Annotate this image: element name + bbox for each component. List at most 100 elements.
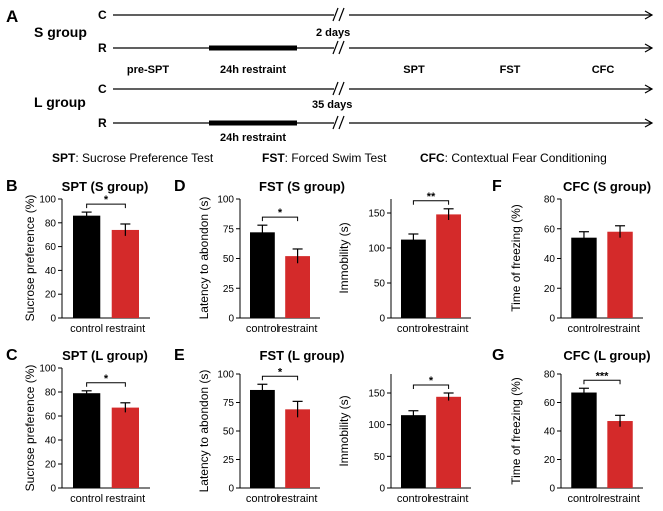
- y-tick-label: 40: [45, 266, 57, 277]
- l-group-label: L group: [34, 94, 86, 110]
- significance-bracket: [86, 382, 126, 387]
- x-tick-label-restraint: restraint: [278, 493, 318, 505]
- y-tick-label: 0: [549, 314, 555, 325]
- chart-title: FST (L group): [260, 348, 345, 363]
- s-restraint-bar: [209, 45, 297, 51]
- y-tick-label: 60: [544, 224, 556, 235]
- chart-fst-latency-l-group: E FST (L group) Latency to abondon (s) 0 25 5…: [174, 347, 344, 505]
- test-spt-label: SPT: [403, 64, 425, 76]
- y-tick-label: 40: [544, 254, 556, 265]
- y-tick-label: 50: [374, 279, 386, 290]
- bar-control: [401, 239, 426, 318]
- panel-label-c: C: [6, 347, 18, 364]
- l-timeline: [113, 81, 654, 130]
- bar-restraint: [111, 229, 139, 318]
- y-axis-label: Immobility (s): [337, 395, 351, 466]
- y-tick-label: 0: [228, 484, 234, 495]
- test-fst-label: FST: [500, 64, 521, 76]
- bar-control: [401, 415, 426, 488]
- bar-control: [73, 393, 101, 488]
- y-tick-label: 80: [45, 388, 57, 399]
- l-row-c-label: C: [98, 82, 107, 96]
- bar-restraint: [285, 256, 310, 318]
- y-tick-label: 25: [223, 284, 235, 295]
- y-tick-label: 100: [39, 195, 56, 206]
- significance-bracket: [583, 379, 621, 385]
- significance-marker: *: [278, 207, 283, 219]
- legend-fst-abbr: FST: [262, 151, 285, 165]
- y-tick-label: 0: [549, 484, 555, 495]
- abbreviation-legend: SPT: Sucrose Preference Test FST: Forced…: [52, 151, 607, 165]
- y-tick-label: 150: [368, 209, 385, 220]
- test-cfc-label: CFC: [592, 64, 615, 76]
- bar-restraint: [607, 231, 633, 318]
- chart-spt-l-group: C SPT (L group) Sucrose preference (%) 0 20 4…: [6, 347, 150, 505]
- y-axis-label: Sucrose preference (%): [23, 365, 37, 492]
- chart-spt-s-group: B SPT (S group) Sucrose preference (%) 0 20 4…: [6, 178, 150, 335]
- bar-control: [571, 392, 597, 488]
- chart-title: CFC (S group): [563, 179, 651, 194]
- y-tick-label: 150: [368, 389, 385, 400]
- y-tick-label: 80: [544, 195, 556, 206]
- x-tick-label-restraint: restraint: [278, 323, 318, 335]
- y-tick-label: 20: [544, 284, 556, 295]
- y-axis-label: Latency to abondon (s): [197, 197, 211, 320]
- panel-label-b: B: [6, 178, 18, 195]
- chart-title: SPT (S group): [62, 179, 149, 194]
- x-tick-label-control: control: [567, 493, 600, 505]
- legend-cfc-text: : Contextual Fear Conditioning: [445, 151, 607, 165]
- x-tick-label-restraint: restraint: [600, 323, 640, 335]
- y-tick-label: 100: [217, 370, 234, 381]
- chart-title: CFC (L group): [563, 348, 650, 363]
- y-tick-label: 0: [50, 314, 56, 325]
- s-row-c-label: C: [98, 8, 107, 22]
- significance-marker: ***: [596, 370, 610, 382]
- chart-title: FST (S group): [259, 179, 345, 194]
- chart-cfc-l-group: G CFC (L group) Time of freezing (%) 0 20 40 6…: [492, 347, 651, 505]
- y-tick-label: 20: [544, 455, 556, 466]
- y-tick-label: 0: [379, 484, 385, 495]
- s-group-label: S group: [34, 24, 87, 40]
- legend-fst-text: : Forced Swim Test: [285, 151, 387, 165]
- y-tick-label: 50: [223, 254, 235, 265]
- chart-title: SPT (L group): [62, 348, 148, 363]
- y-tick-label: 100: [39, 364, 56, 375]
- s-restraint-label: 24h restraint: [220, 64, 286, 76]
- y-axis-label: Latency to abondon (s): [197, 370, 211, 493]
- x-tick-label-control: control: [70, 323, 103, 335]
- legend-spt-text: : Sucrose Preference Test: [75, 151, 214, 165]
- design-panel: A S group C R 2 days pre-SPT 24h restrai…: [6, 7, 654, 165]
- y-tick-label: 0: [379, 314, 385, 325]
- bar-restraint: [607, 421, 633, 488]
- bar-control: [571, 237, 597, 318]
- significance-bracket: [86, 203, 126, 209]
- x-tick-label-restraint: restraint: [429, 323, 469, 335]
- y-tick-label: 20: [45, 290, 57, 301]
- bar-restraint: [436, 396, 461, 488]
- s-row-r-label: R: [98, 41, 107, 55]
- bar-control: [250, 389, 275, 488]
- significance-marker: *: [104, 373, 109, 385]
- legend-cfc-abbr: CFC: [420, 151, 445, 165]
- l-restraint-label: 24h restraint: [220, 132, 286, 144]
- y-tick-label: 100: [217, 195, 234, 206]
- l-gap-label: 35 days: [312, 99, 352, 111]
- y-tick-label: 60: [45, 412, 57, 423]
- significance-bracket: [412, 200, 450, 205]
- y-tick-label: 75: [223, 398, 235, 409]
- significance-marker: *: [429, 375, 434, 387]
- y-axis-label: Time of freezing (%): [509, 377, 523, 485]
- y-tick-label: 60: [45, 242, 57, 253]
- y-tick-label: 75: [223, 224, 235, 235]
- s-timeline: [113, 7, 654, 55]
- y-tick-label: 25: [223, 455, 235, 466]
- bar-restraint: [436, 214, 461, 318]
- y-tick-label: 80: [45, 218, 57, 229]
- y-tick-label: 100: [368, 244, 385, 255]
- significance-marker: **: [427, 191, 436, 203]
- panel-label-g: G: [492, 347, 504, 364]
- significance-bracket: [261, 375, 299, 381]
